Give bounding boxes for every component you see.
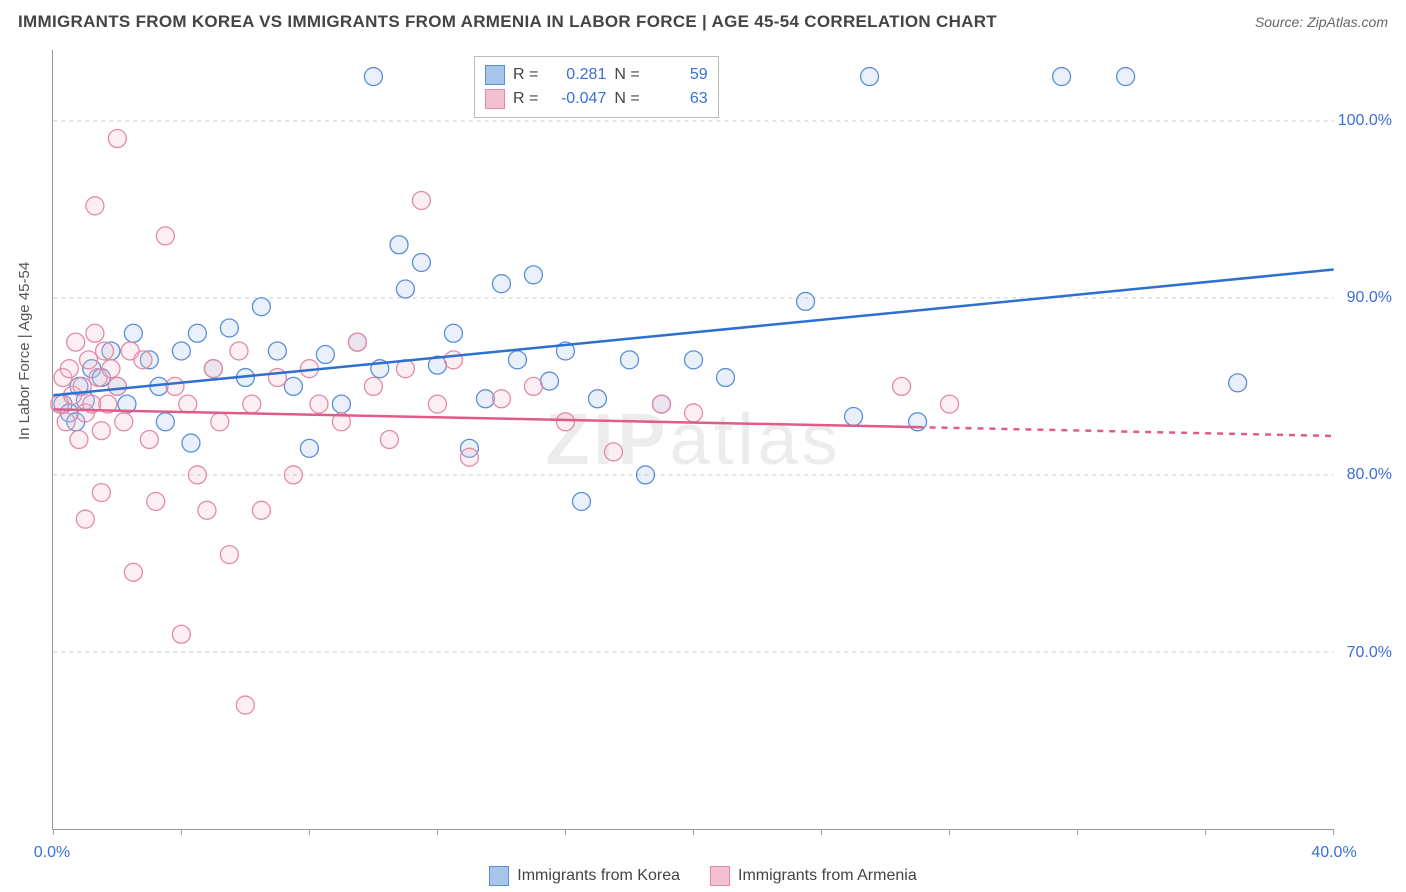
y-tick-label: 90.0% bbox=[1347, 289, 1392, 307]
legend-row-armenia: R = -0.047 N = 63 bbox=[485, 87, 708, 111]
correlation-legend: R = 0.281 N = 59 R = -0.047 N = 63 bbox=[474, 56, 719, 118]
legend-item-korea: Immigrants from Korea bbox=[489, 866, 680, 886]
scatter-svg bbox=[53, 50, 1334, 829]
n-label: N = bbox=[614, 66, 639, 84]
r-value-armenia: -0.047 bbox=[546, 90, 606, 108]
y-tick-label: 70.0% bbox=[1347, 644, 1392, 662]
legend-item-armenia: Immigrants from Armenia bbox=[710, 866, 917, 886]
r-value-korea: 0.281 bbox=[546, 66, 606, 84]
chart-title: IMMIGRANTS FROM KOREA VS IMMIGRANTS FROM… bbox=[18, 12, 997, 32]
x-tick-label: 40.0% bbox=[1311, 844, 1356, 862]
r-label: R = bbox=[513, 90, 538, 108]
swatch-korea bbox=[485, 65, 505, 85]
series-legend: Immigrants from Korea Immigrants from Ar… bbox=[0, 866, 1406, 886]
n-label: N = bbox=[614, 90, 639, 108]
swatch-korea bbox=[489, 866, 509, 886]
chart-container: IMMIGRANTS FROM KOREA VS IMMIGRANTS FROM… bbox=[0, 0, 1406, 892]
swatch-armenia bbox=[710, 866, 730, 886]
y-tick-label: 80.0% bbox=[1347, 466, 1392, 484]
y-tick-label: 100.0% bbox=[1338, 112, 1392, 130]
x-tick-label: 0.0% bbox=[34, 844, 70, 862]
y-axis-label: In Labor Force | Age 45-54 bbox=[16, 262, 33, 440]
n-value-korea: 59 bbox=[648, 66, 708, 84]
legend-row-korea: R = 0.281 N = 59 bbox=[485, 63, 708, 87]
swatch-armenia bbox=[485, 89, 505, 109]
r-label: R = bbox=[513, 66, 538, 84]
title-bar: IMMIGRANTS FROM KOREA VS IMMIGRANTS FROM… bbox=[18, 12, 1388, 32]
legend-label-korea: Immigrants from Korea bbox=[517, 867, 680, 885]
legend-label-armenia: Immigrants from Armenia bbox=[738, 867, 917, 885]
source-label: Source: ZipAtlas.com bbox=[1255, 14, 1388, 30]
plot-area: ZIPatlas bbox=[52, 50, 1334, 830]
n-value-armenia: 63 bbox=[648, 90, 708, 108]
